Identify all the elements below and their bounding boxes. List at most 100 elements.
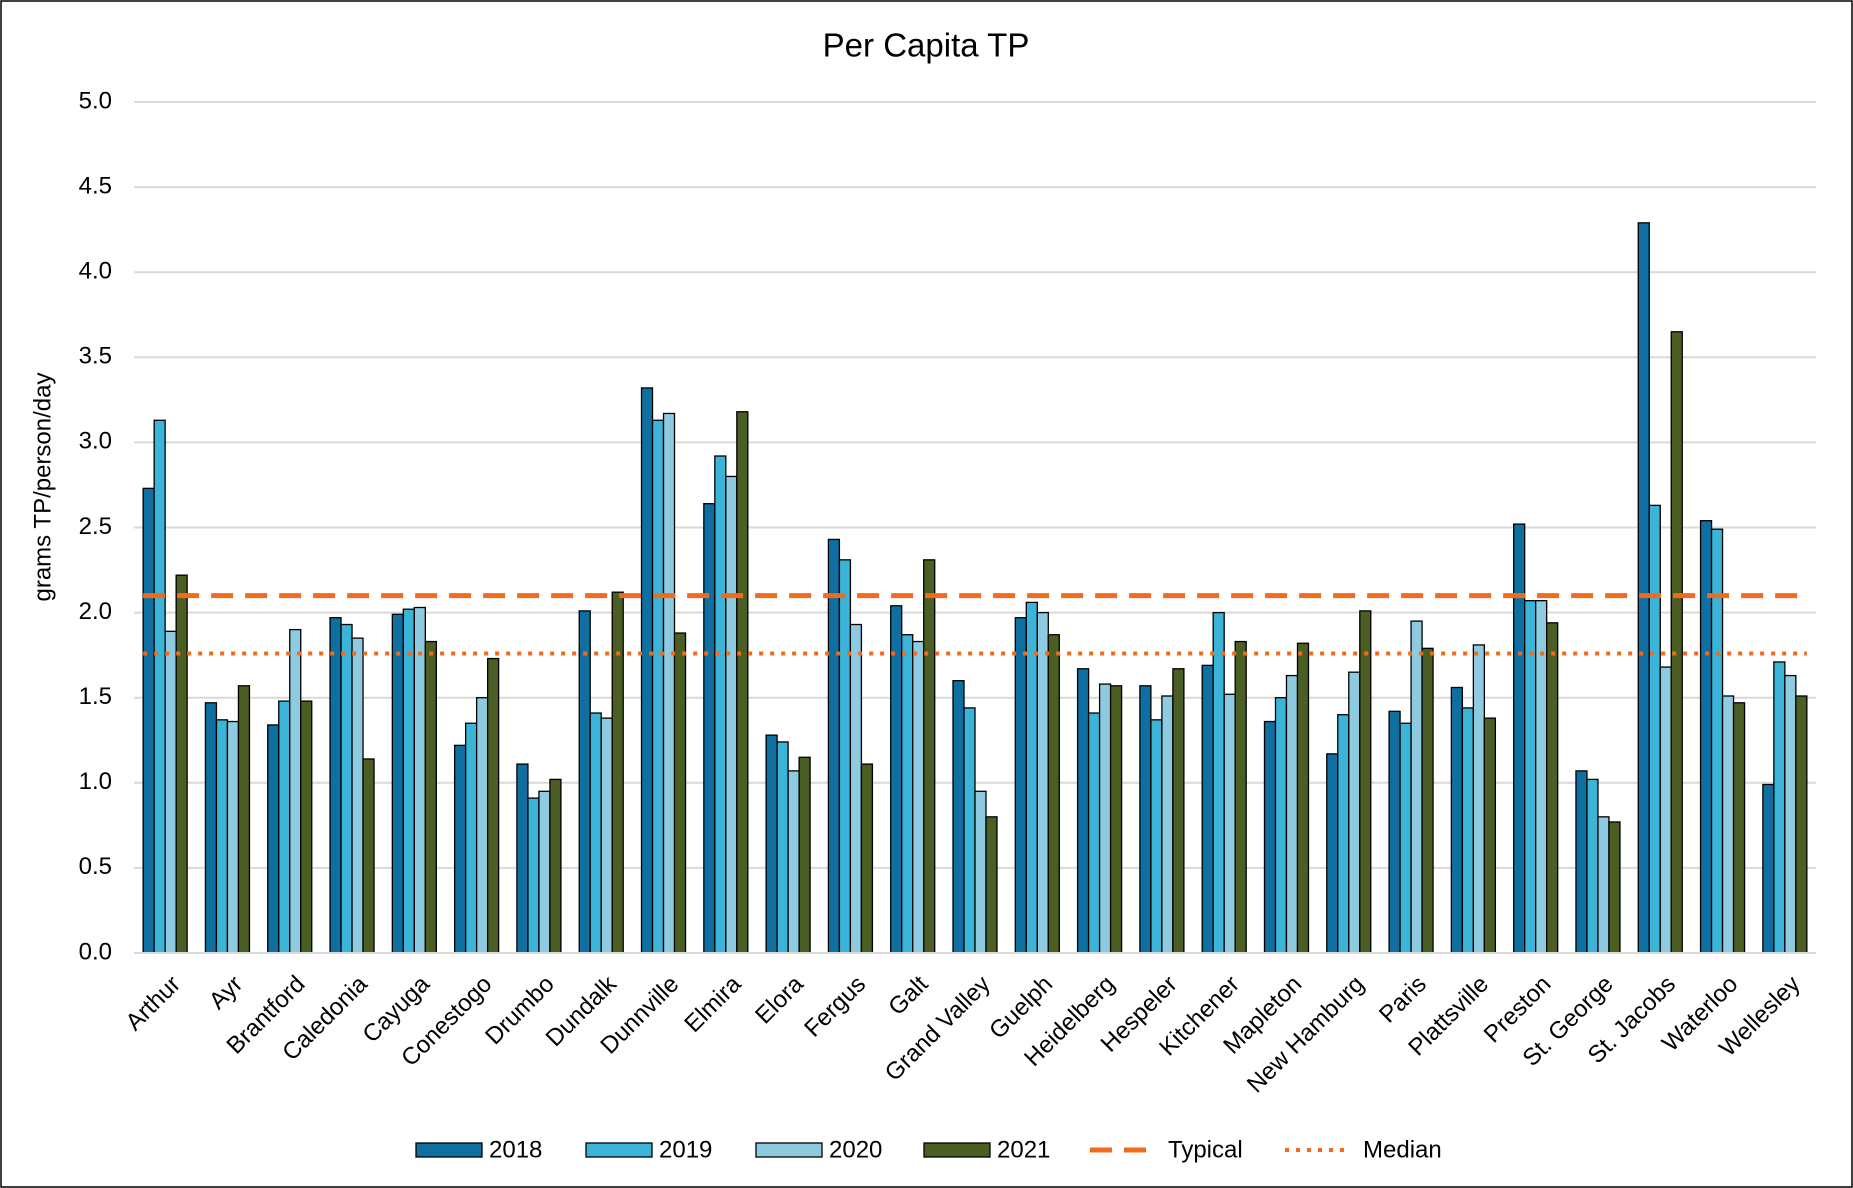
bar bbox=[1721, 695, 1735, 954]
bar bbox=[1388, 710, 1401, 954]
bar bbox=[142, 487, 155, 954]
bar bbox=[453, 744, 467, 954]
legend-label: 2021 bbox=[997, 1136, 1050, 1163]
bar bbox=[527, 797, 540, 954]
legend-label: 2018 bbox=[489, 1136, 542, 1163]
bar bbox=[912, 640, 925, 954]
y-tick-label: 3.0 bbox=[79, 428, 112, 455]
bar bbox=[267, 724, 280, 954]
bar bbox=[413, 606, 426, 954]
bar bbox=[289, 628, 302, 954]
y-tick-label: 5.0 bbox=[79, 87, 112, 114]
bar bbox=[1348, 671, 1361, 954]
bar bbox=[1659, 666, 1672, 954]
bar bbox=[776, 741, 789, 954]
y-tick-label: 4.0 bbox=[79, 258, 112, 285]
bar bbox=[1597, 816, 1610, 954]
bar bbox=[1513, 523, 1526, 954]
bar bbox=[1773, 661, 1786, 954]
bar bbox=[1337, 714, 1350, 954]
bar bbox=[1109, 685, 1123, 954]
y-tick-label: 0.0 bbox=[79, 938, 112, 965]
bar bbox=[1285, 674, 1299, 954]
bar bbox=[1326, 753, 1339, 954]
bar bbox=[1161, 695, 1174, 954]
bar bbox=[600, 717, 613, 954]
bar bbox=[329, 617, 342, 954]
bar bbox=[1450, 686, 1464, 954]
bar bbox=[1172, 668, 1185, 954]
bar bbox=[1608, 821, 1621, 954]
bar bbox=[714, 455, 727, 954]
legend-label: 2019 bbox=[659, 1136, 712, 1163]
bar bbox=[798, 756, 811, 954]
bar bbox=[1234, 640, 1247, 954]
bar bbox=[1670, 331, 1683, 954]
legend-swatch bbox=[755, 1142, 823, 1158]
bar bbox=[215, 719, 229, 954]
bar bbox=[300, 700, 313, 954]
bar bbox=[1098, 683, 1112, 954]
legend-swatch bbox=[415, 1142, 483, 1158]
bar bbox=[849, 623, 863, 954]
bar bbox=[402, 608, 415, 954]
y-tick-label: 2.5 bbox=[79, 513, 112, 540]
bar bbox=[1274, 697, 1288, 954]
bar bbox=[1359, 610, 1372, 954]
bar bbox=[923, 559, 936, 954]
bar bbox=[391, 613, 404, 954]
bar bbox=[1546, 622, 1559, 954]
bar bbox=[1732, 702, 1746, 954]
legend-label: Typical bbox=[1168, 1136, 1243, 1163]
bar bbox=[237, 685, 251, 954]
bar bbox=[1575, 770, 1588, 954]
bar bbox=[164, 630, 177, 954]
bar bbox=[765, 734, 778, 954]
bar bbox=[1263, 720, 1277, 954]
bar bbox=[1483, 717, 1497, 954]
bar bbox=[1047, 634, 1060, 954]
legend-swatch bbox=[923, 1142, 991, 1158]
bar bbox=[736, 411, 749, 954]
bar bbox=[1036, 611, 1049, 954]
y-tick-label: 1.0 bbox=[79, 768, 112, 795]
y-tick-label: 4.5 bbox=[79, 172, 112, 199]
bar bbox=[985, 816, 998, 954]
bar bbox=[1410, 620, 1423, 954]
legend-label: Median bbox=[1363, 1136, 1442, 1163]
bar bbox=[1648, 504, 1661, 954]
y-axis-label: grams TP/person/day bbox=[29, 373, 56, 602]
bar bbox=[963, 707, 976, 954]
bar bbox=[1076, 668, 1090, 954]
bar bbox=[1762, 783, 1775, 954]
bar bbox=[549, 778, 562, 954]
bar bbox=[725, 475, 738, 954]
bar bbox=[860, 763, 874, 954]
bar bbox=[1586, 778, 1599, 954]
legend-swatch bbox=[585, 1142, 653, 1158]
bar bbox=[838, 559, 852, 954]
bar bbox=[1087, 712, 1101, 954]
bar bbox=[1637, 222, 1650, 954]
bar bbox=[640, 387, 654, 954]
bar bbox=[1212, 611, 1225, 954]
bar bbox=[153, 419, 166, 954]
bar bbox=[226, 720, 240, 954]
bar bbox=[1399, 722, 1412, 954]
legend-label: 2020 bbox=[829, 1136, 882, 1163]
bar bbox=[1710, 528, 1724, 954]
bar bbox=[589, 712, 602, 954]
bar bbox=[538, 790, 551, 954]
bar bbox=[486, 657, 500, 954]
chart-title: Per Capita TP bbox=[823, 27, 1030, 64]
bar bbox=[1421, 647, 1434, 954]
bar bbox=[827, 538, 841, 954]
bar bbox=[175, 574, 188, 954]
bar bbox=[1201, 664, 1214, 954]
y-tick-label: 2.0 bbox=[79, 598, 112, 625]
bar bbox=[516, 763, 529, 954]
bar bbox=[1296, 642, 1310, 954]
bar bbox=[1784, 674, 1797, 954]
bar bbox=[1139, 685, 1152, 954]
